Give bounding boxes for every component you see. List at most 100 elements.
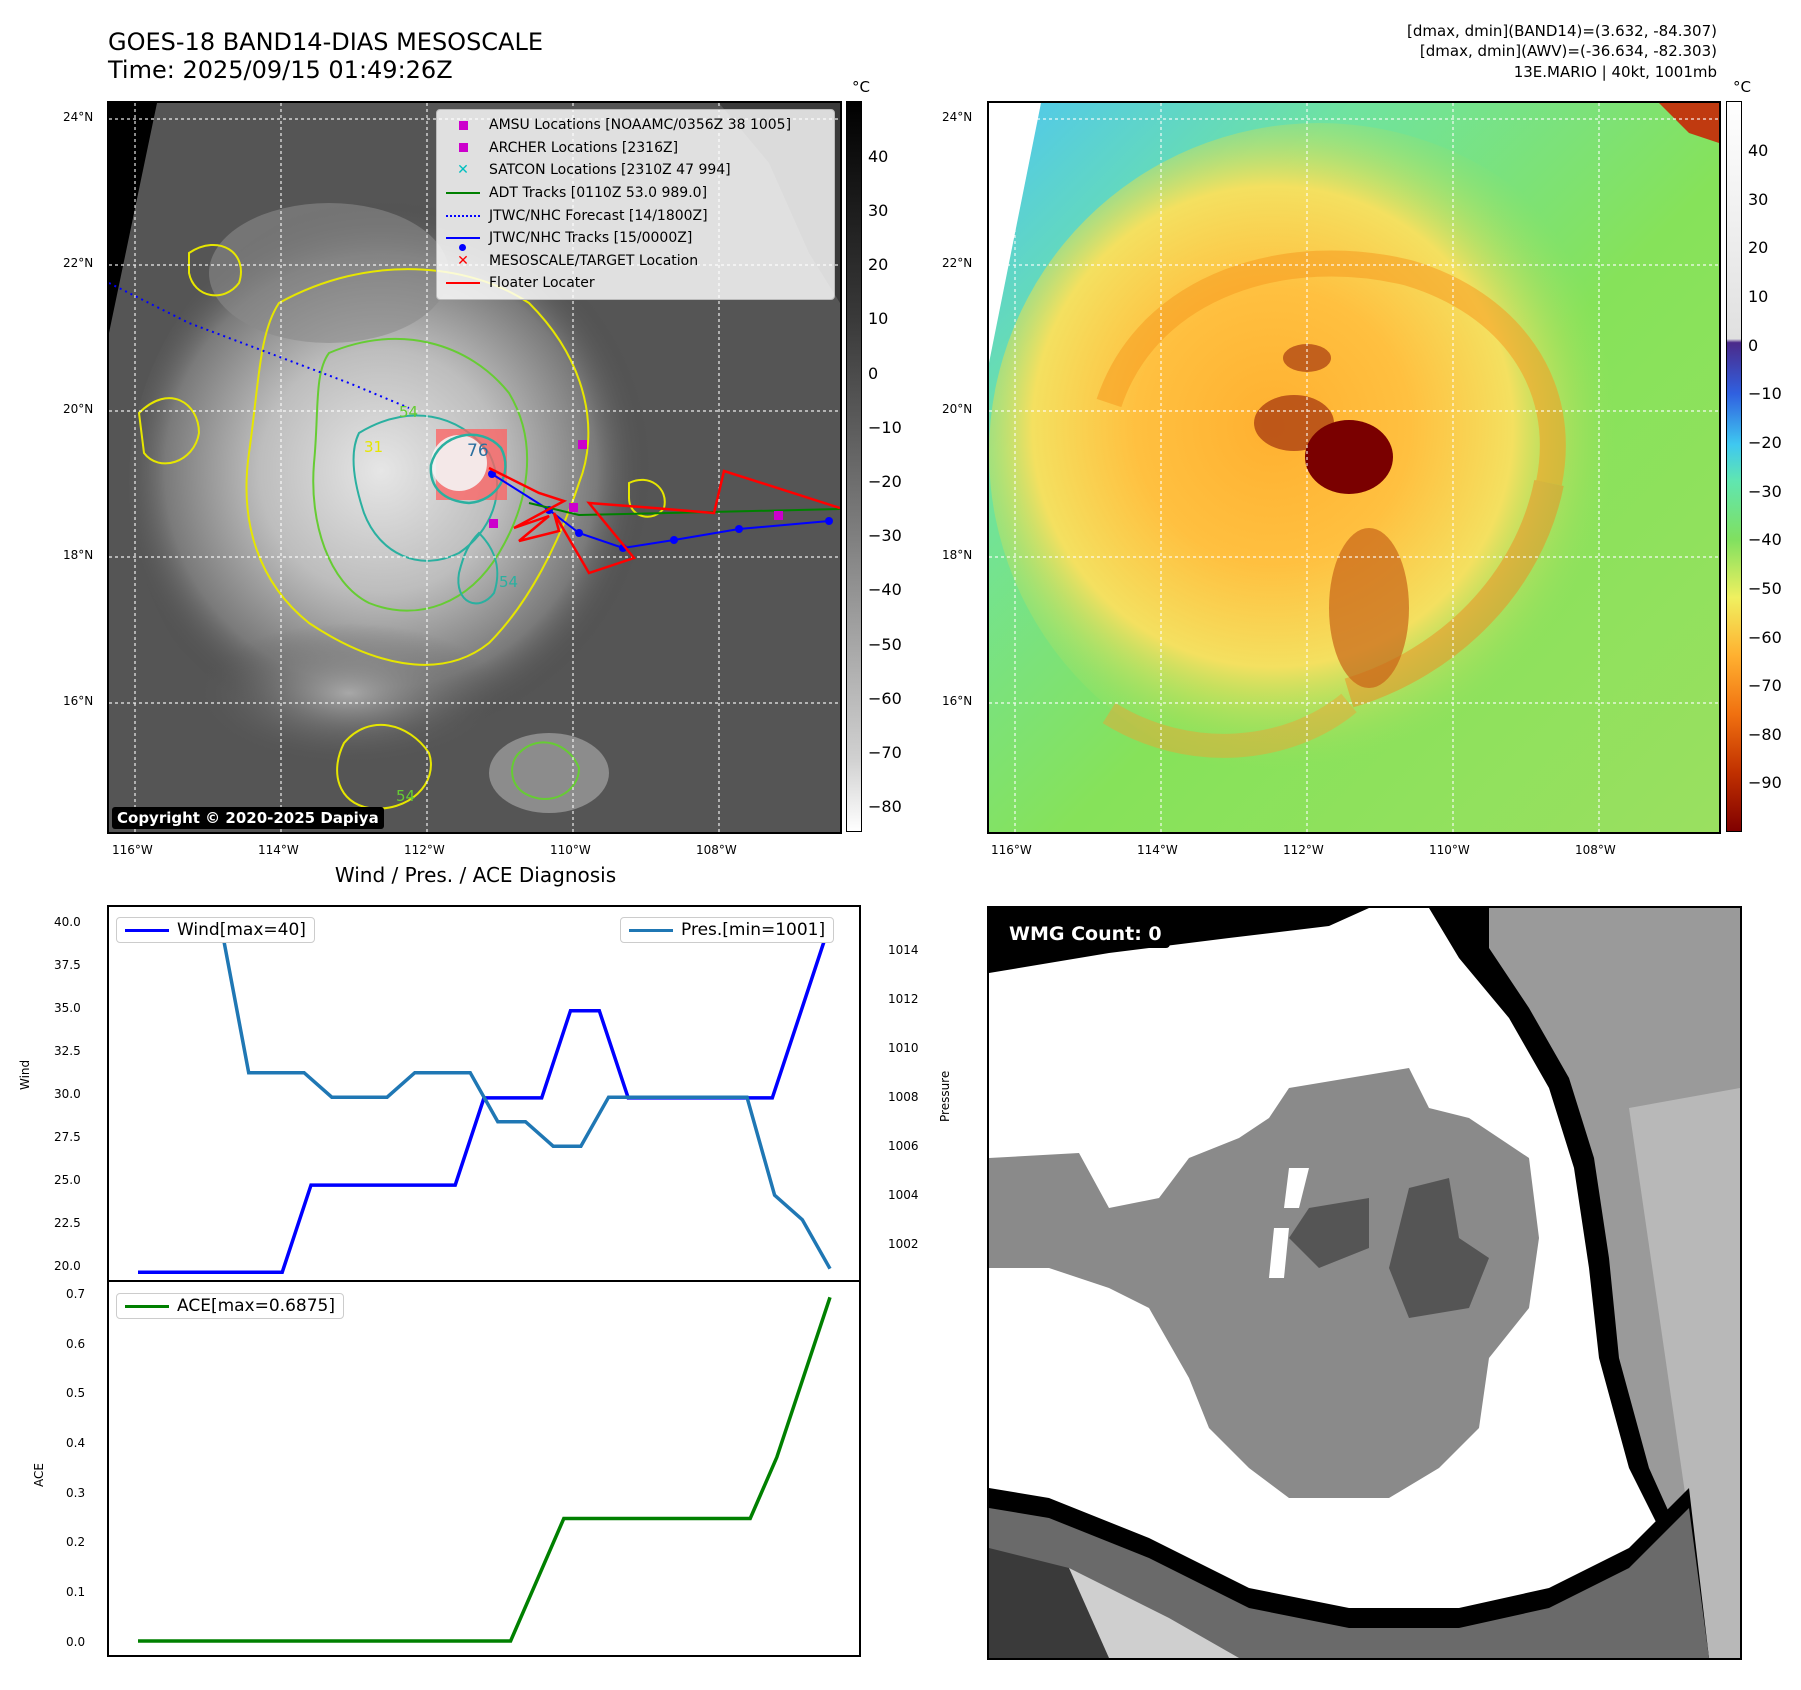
- colorbar-unit: °C: [1733, 78, 1751, 96]
- ace-ylabel: ACE: [32, 1463, 46, 1487]
- colorbar-tick: 40: [868, 147, 889, 166]
- colorbar-tick: −60: [868, 689, 902, 708]
- info-awv-range: [dmax, dmin](AWV)=(-36.634, -82.303): [1419, 42, 1717, 60]
- pressure-tick: 1012: [888, 992, 919, 1006]
- colorbar-tick: −40: [868, 580, 902, 599]
- awv-map-image: [989, 103, 1719, 832]
- colorbar-tick: −20: [868, 472, 902, 491]
- ace-tick: 0.7: [66, 1287, 86, 1301]
- colorbar-tick: 10: [868, 309, 889, 328]
- colorbar-tick: −40: [1748, 530, 1782, 549]
- legend-item: JTWC/NHC Tracks [15/0000Z]: [443, 227, 828, 252]
- legend-label: JTWC/NHC Forecast [14/1800Z]: [489, 207, 708, 224]
- wmg-core-region: [989, 1068, 1539, 1498]
- floater-locater-track: [488, 466, 840, 575]
- ace-legend-label: ACE[max=0.6875]: [177, 1296, 335, 1316]
- contour-label: 76: [467, 441, 489, 461]
- legend-item: ✕ MESOSCALE/TARGET Location: [443, 250, 828, 273]
- wmg-image: [989, 908, 1740, 1658]
- legend-item: ARCHER Locations [2316Z]: [443, 137, 828, 160]
- legend-item: Floater Locater: [443, 272, 828, 295]
- lat-label: 22°N: [942, 256, 973, 270]
- pressure-tick: 1010: [888, 1041, 919, 1055]
- legend-label: ADT Tracks [0110Z 53.0 989.0]: [489, 185, 708, 202]
- map-legend: AMSU Locations [NOAAMC/0356Z 38 1005] AR…: [436, 109, 835, 300]
- colorbar-tick: 10: [1748, 287, 1769, 306]
- wind-tick: 22.5: [54, 1216, 81, 1230]
- pressure-legend: Pres.[min=1001]: [620, 917, 835, 943]
- wmg-panel: WMG Count: 0: [987, 906, 1742, 1660]
- colorbar-tick: −80: [1748, 725, 1782, 744]
- colorbar-tick: −10: [868, 418, 902, 437]
- colorbar-tick: 0: [868, 364, 879, 383]
- contour-label: 54: [399, 403, 419, 421]
- line-icon: [125, 1304, 169, 1308]
- legend-label: AMSU Locations [NOAAMC/0356Z 38 1005]: [489, 117, 792, 134]
- legend-item: ADT Tracks [0110Z 53.0 989.0]: [443, 182, 828, 205]
- chart-title: GOES-18 BAND14-DIAS MESOSCALE: [108, 28, 544, 56]
- wind-tick: 25.0: [54, 1173, 81, 1187]
- x-marker-icon: ✕: [457, 252, 469, 269]
- awv-map-panel: [987, 101, 1721, 834]
- colorbar-tick: −50: [1748, 579, 1782, 598]
- adt-track: [528, 502, 840, 517]
- wmg-count-label: WMG Count: 0: [1001, 920, 1170, 948]
- lon-label: 112°W: [404, 843, 445, 857]
- lat-label: 22°N: [63, 256, 94, 270]
- lat-label: 24°N: [942, 110, 973, 124]
- chart-time: Time: 2025/09/15 01:49:26Z: [108, 56, 453, 84]
- colorbar-tick: −10: [1748, 384, 1782, 403]
- line-icon: [446, 192, 480, 195]
- pressure-tick: 1004: [888, 1188, 919, 1202]
- contour-label: 31: [364, 438, 384, 456]
- legend-label: ARCHER Locations [2316Z]: [489, 139, 679, 156]
- ace-tick: 0.2: [66, 1535, 86, 1549]
- lon-label: 112°W: [1283, 843, 1324, 857]
- legend-item: AMSU Locations [NOAAMC/0356Z 38 1005]: [443, 114, 828, 137]
- lon-label: 108°W: [1575, 843, 1616, 857]
- contour-label: 54: [499, 573, 519, 591]
- colorbar-tick: 30: [1748, 190, 1769, 209]
- lon-label: 110°W: [1429, 843, 1470, 857]
- colorbar-unit: °C: [852, 78, 870, 96]
- colorbar-tick: −70: [1748, 676, 1782, 695]
- wind-tick: 40.0: [54, 915, 81, 929]
- ace-tick: 0.5: [66, 1386, 86, 1400]
- wind-tick: 35.0: [54, 1001, 81, 1015]
- ace-tick: 0.4: [66, 1436, 86, 1450]
- lon-label: 114°W: [1137, 843, 1178, 857]
- colorbar-tick: −30: [868, 526, 902, 545]
- lon-label: 116°W: [991, 843, 1032, 857]
- legend-item: JTWC/NHC Forecast [14/1800Z]: [443, 204, 828, 227]
- lon-label: 114°W: [258, 843, 299, 857]
- line-icon: [446, 282, 480, 285]
- ace-tick: 0.6: [66, 1337, 86, 1351]
- lat-label: 24°N: [63, 110, 94, 124]
- wind-tick: 30.0: [54, 1087, 81, 1101]
- colorbar-tick: −30: [1748, 482, 1782, 501]
- lat-label: 18°N: [63, 548, 94, 562]
- legend-item: ✕ SATCON Locations [2310Z 47 994]: [443, 159, 828, 182]
- legend-label: SATCON Locations [2310Z 47 994]: [489, 162, 731, 179]
- lon-label: 116°W: [112, 843, 153, 857]
- lat-label: 18°N: [942, 548, 973, 562]
- legend-label: Floater Locater: [489, 275, 595, 292]
- square-marker-icon: [458, 120, 468, 130]
- pressure-tick: 1014: [888, 943, 919, 957]
- legend-label: MESOSCALE/TARGET Location: [489, 252, 699, 269]
- wind-tick: 20.0: [54, 1259, 81, 1273]
- colorbar-tick: 20: [868, 255, 889, 274]
- ace-legend: ACE[max=0.6875]: [116, 1293, 344, 1319]
- wind-tick: 37.5: [54, 958, 81, 972]
- colorbar-left: [846, 101, 862, 832]
- wind-tick: 32.5: [54, 1044, 81, 1058]
- colorbar-tick: −20: [1748, 433, 1782, 452]
- pressure-tick: 1008: [888, 1090, 919, 1104]
- eye-region: [1305, 420, 1393, 494]
- colorbar-tick: −70: [868, 743, 902, 762]
- lon-label: 108°W: [696, 843, 737, 857]
- line-icon: [629, 928, 673, 932]
- pressure-tick: 1006: [888, 1139, 919, 1153]
- pressure-tick: 1002: [888, 1237, 919, 1251]
- jtwc-forecast-track: [109, 282, 410, 409]
